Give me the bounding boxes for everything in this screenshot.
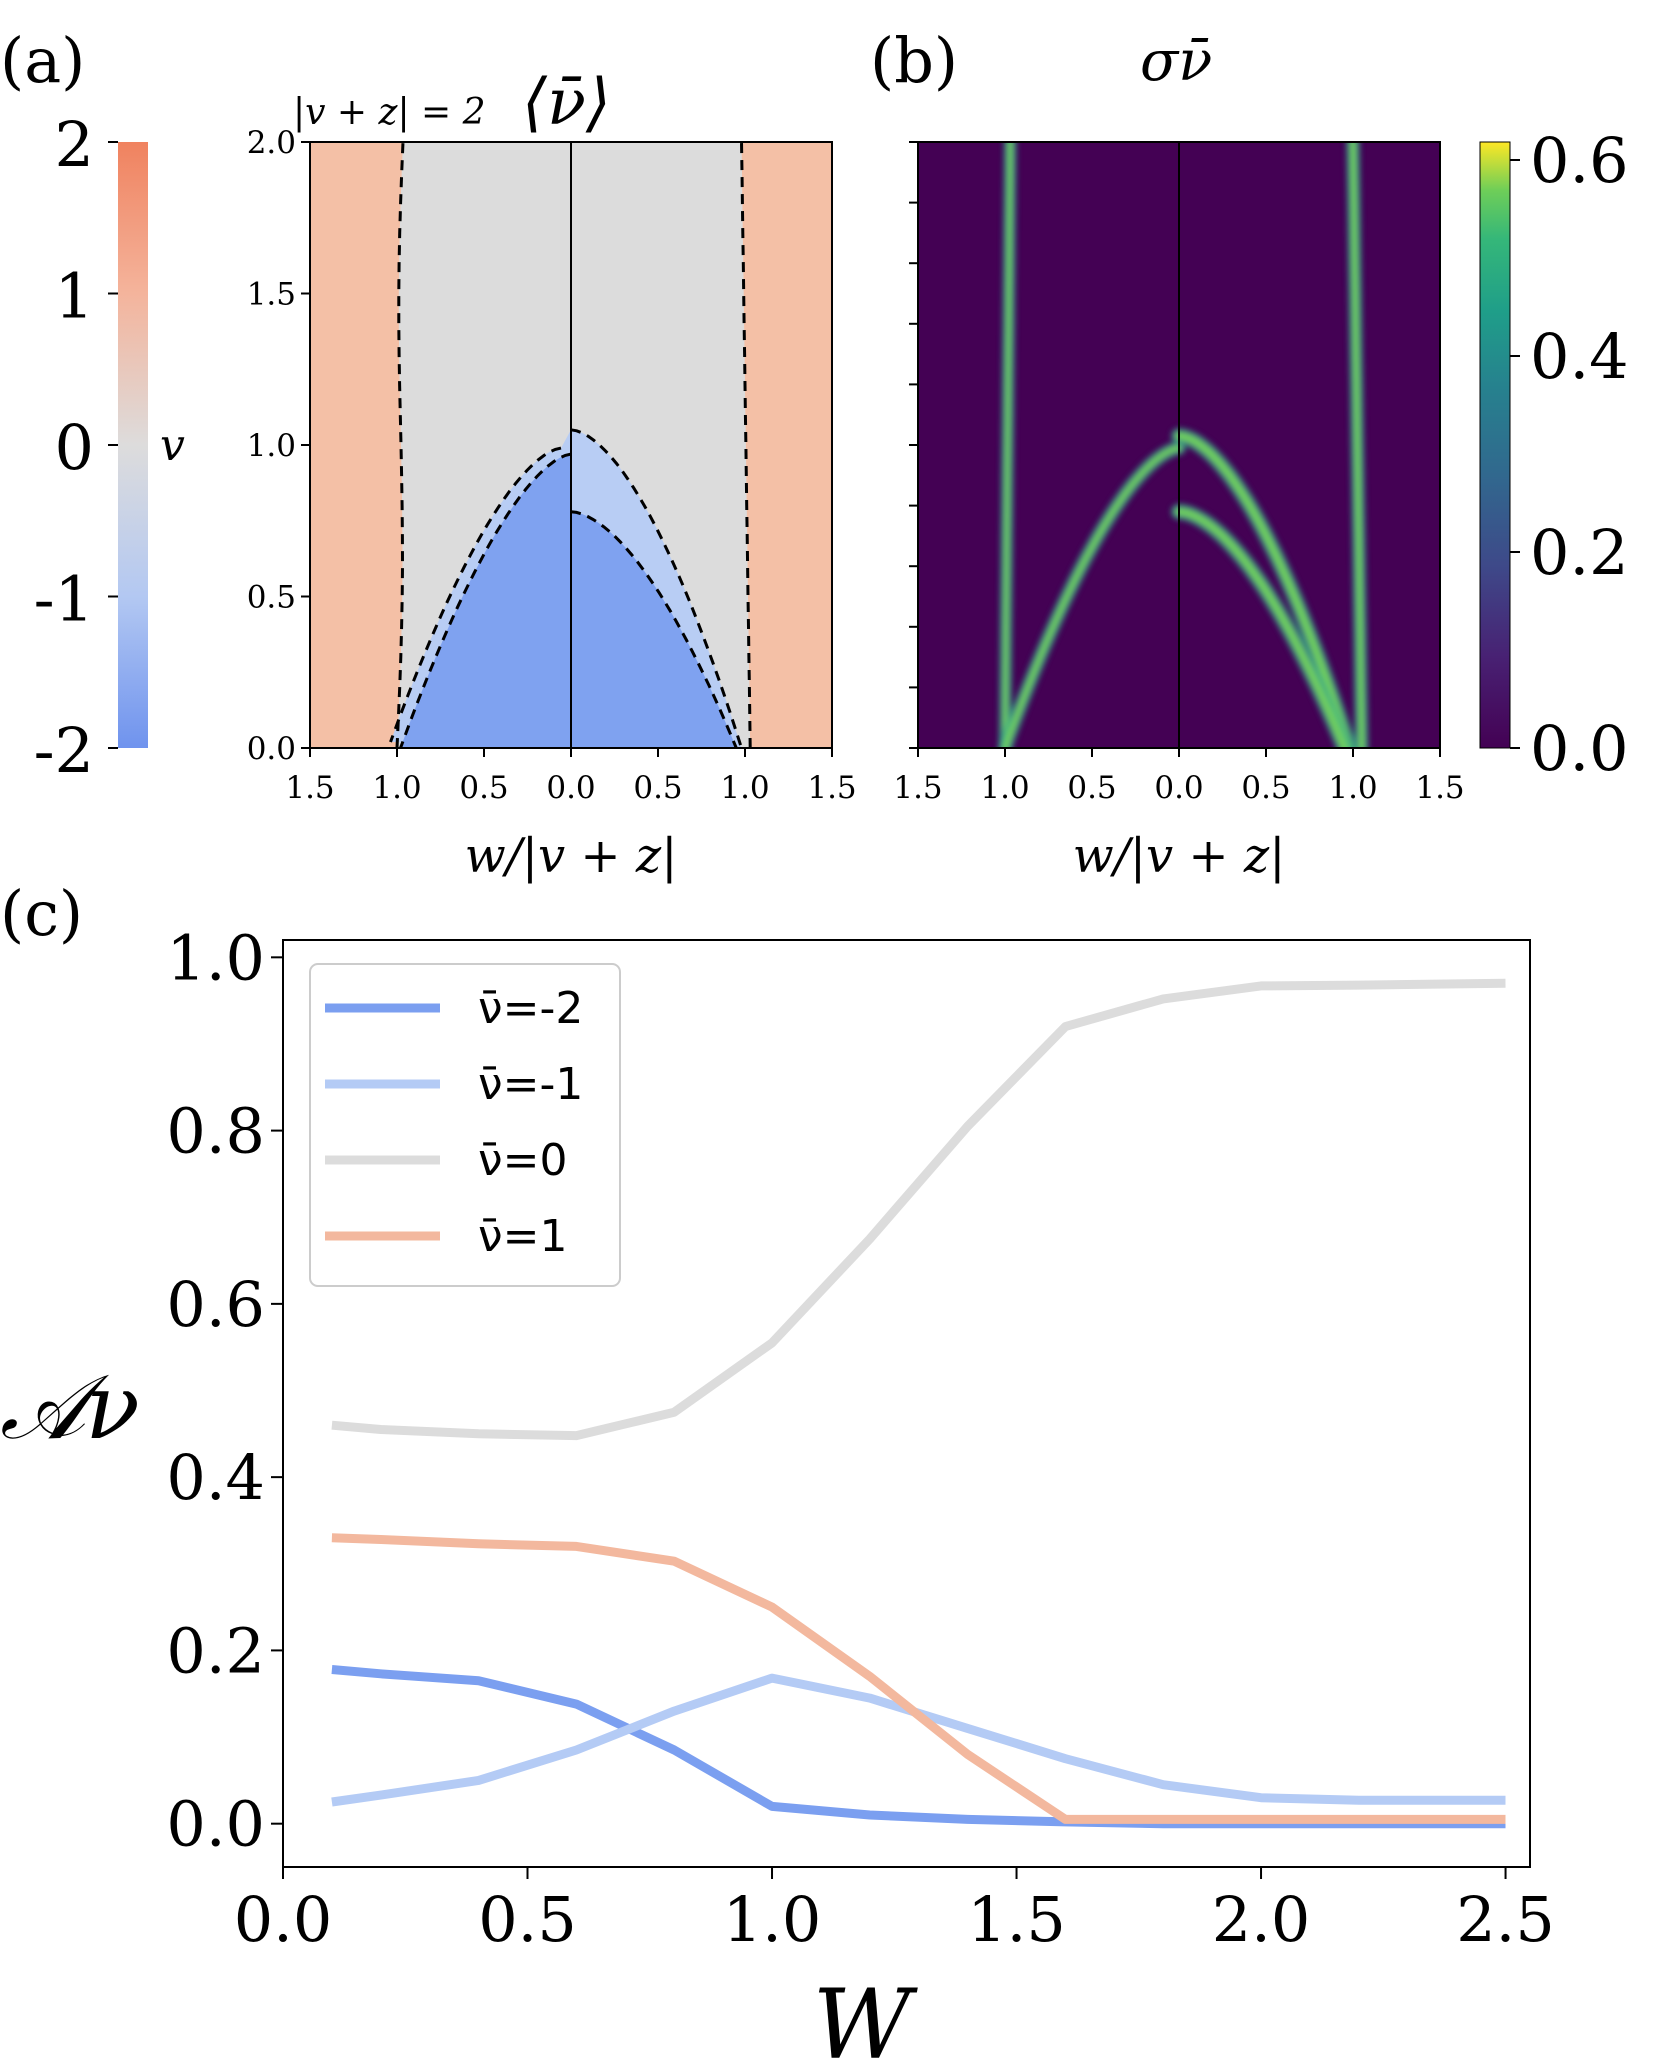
panel-a: 210-1-2 v 1.5 1.0 0.5 0.0 0.5 1.0 1.50.00.51.0… (34, 66, 857, 884)
panel-c: 0.0 0.5 1.0 1.5 2.0 2.50.00.20.40.60.81.0 𝒜ν … (0, 921, 1555, 2068)
x-tick-label: 2.0 (1212, 1883, 1311, 1956)
legend-c: ν̄=-2 ν̄=-1 ν̄=0 ν̄=1 (309, 963, 621, 1287)
x-tick-label: 0.5 (1067, 770, 1116, 806)
x-tick-label: 0.5 (633, 770, 682, 806)
colorbar-a-tick-label: -2 (34, 714, 94, 787)
y-tick-label: 0.4 (166, 1441, 265, 1514)
plot-area-c (331, 978, 1506, 1829)
panel-label-c: (c) (0, 877, 83, 950)
colorbar-b-tick-label: 0.4 (1530, 320, 1629, 393)
colorbar-b-tick-label: 0.2 (1530, 516, 1629, 589)
x-tick-label: 0.5 (459, 770, 508, 806)
colorbar-b (1480, 142, 1510, 748)
series-line-1 (331, 1673, 1506, 1807)
x-tick-label: 2.5 (1456, 1883, 1555, 1956)
colorbar-a (118, 142, 148, 748)
series-line-3 (331, 1533, 1506, 1824)
ylabel-c: 𝒜ν (0, 1355, 140, 1460)
colorbar-a-tick-label: 0 (55, 411, 94, 484)
y-tick-label: 0.5 (247, 580, 296, 616)
colorbar-a-tick-label: 2 (55, 108, 94, 181)
axes-a-ticks: 1.5 1.0 0.5 0.0 0.5 1.0 1.50.00.51.01.52.0 (247, 125, 857, 806)
legend-label-2: ν̄=0 (478, 1135, 567, 1186)
panel-label-b: (b) (870, 24, 958, 97)
legend-label-3: ν̄=1 (478, 1211, 567, 1262)
y-tick-label: 1.0 (166, 921, 265, 994)
y-tick-label: 0.2 (166, 1614, 265, 1687)
x-tick-label: 0.0 (1154, 770, 1203, 806)
colorbar-b-ticks: 0.6 0.4 0.2 0.0 (1510, 124, 1629, 785)
x-tick-label: 1.5 (1415, 770, 1464, 806)
colorbar-a-label: v (160, 420, 185, 471)
x-tick-label: 1.5 (893, 770, 942, 806)
xlabel-a: w/|v + z| (465, 828, 678, 884)
x-tick-label: 1.0 (980, 770, 1029, 806)
x-tick-label: 0.5 (1241, 770, 1290, 806)
xlabel-b: w/|v + z| (1073, 828, 1286, 884)
x-tick-label: 0.5 (478, 1883, 577, 1956)
boundary-dome-right-inner (570, 510, 738, 748)
x-tick-label: 1.0 (720, 770, 769, 806)
axes-c-ticks: 0.0 0.5 1.0 1.5 2.0 2.5 0.0 0.2 0.4 0.6 0.8 1.0 (166, 921, 1554, 1956)
axes-b-ticks: 1.5 1.0 0.5 0.0 0.5 1.0 1.5 (893, 141, 1465, 806)
colorbar-b-tick-label: 0.6 (1530, 124, 1629, 197)
heatmap-a (310, 142, 832, 748)
ridge-right-vertical (1350, 142, 1365, 748)
y-tick-label: 1.5 (247, 277, 296, 313)
colorbar-a-ticks: 2 1 0 -1 -2 (34, 108, 118, 787)
legend-label-1: ν̄=-1 (478, 1059, 583, 1110)
x-tick-label: 1.5 (967, 1883, 1066, 1956)
ridge-dome-left (1002, 445, 1182, 748)
x-tick-label: 1.5 (285, 770, 334, 806)
colorbar-a-tick-label: 1 (55, 260, 94, 333)
y-tick-label: 1.0 (247, 428, 296, 464)
x-tick-label: 1.0 (723, 1883, 822, 1956)
title-b: σν̄ (1140, 29, 1212, 94)
region-nu-minus2 (400, 454, 737, 748)
title-a-prefix: |v + z| = 2 (293, 92, 486, 133)
ridge-left-vertical (1002, 142, 1013, 748)
x-tick-label: 0.0 (234, 1883, 333, 1956)
series-line-2 (331, 978, 1506, 1441)
y-tick-label: 2.0 (247, 125, 296, 161)
panel-b: 1.5 1.0 0.5 0.0 0.5 1.0 1.5 σν̄ w/|v + z| 0.60… (893, 29, 1628, 884)
legend-label-0: ν̄=-2 (478, 983, 583, 1034)
colorbar-a-tick-label: -1 (34, 563, 94, 636)
y-tick-label: 0.0 (166, 1788, 265, 1861)
legend-box (309, 963, 621, 1287)
heatmap-b (998, 142, 1369, 748)
x-tick-label: 1.5 (807, 770, 856, 806)
y-tick-label: 0.6 (166, 1268, 265, 1341)
title-a: ⟨ν̄⟩ (522, 66, 611, 140)
boundary-dome-right-outer (570, 428, 743, 748)
colorbar-b-tick-label: 0.0 (1530, 712, 1629, 785)
y-tick-label: 0.8 (166, 1095, 265, 1168)
ridge-dome-right-outer (1175, 431, 1354, 748)
xlabel-c: W (813, 1969, 919, 2068)
ridge-dome-right-inner (1175, 507, 1349, 748)
y-tick-label: 0.0 (247, 731, 296, 767)
x-tick-label: 0.0 (546, 770, 595, 806)
x-tick-label: 1.0 (1328, 770, 1377, 806)
panel-label-a: (a) (0, 24, 85, 97)
x-tick-label: 1.0 (372, 770, 421, 806)
